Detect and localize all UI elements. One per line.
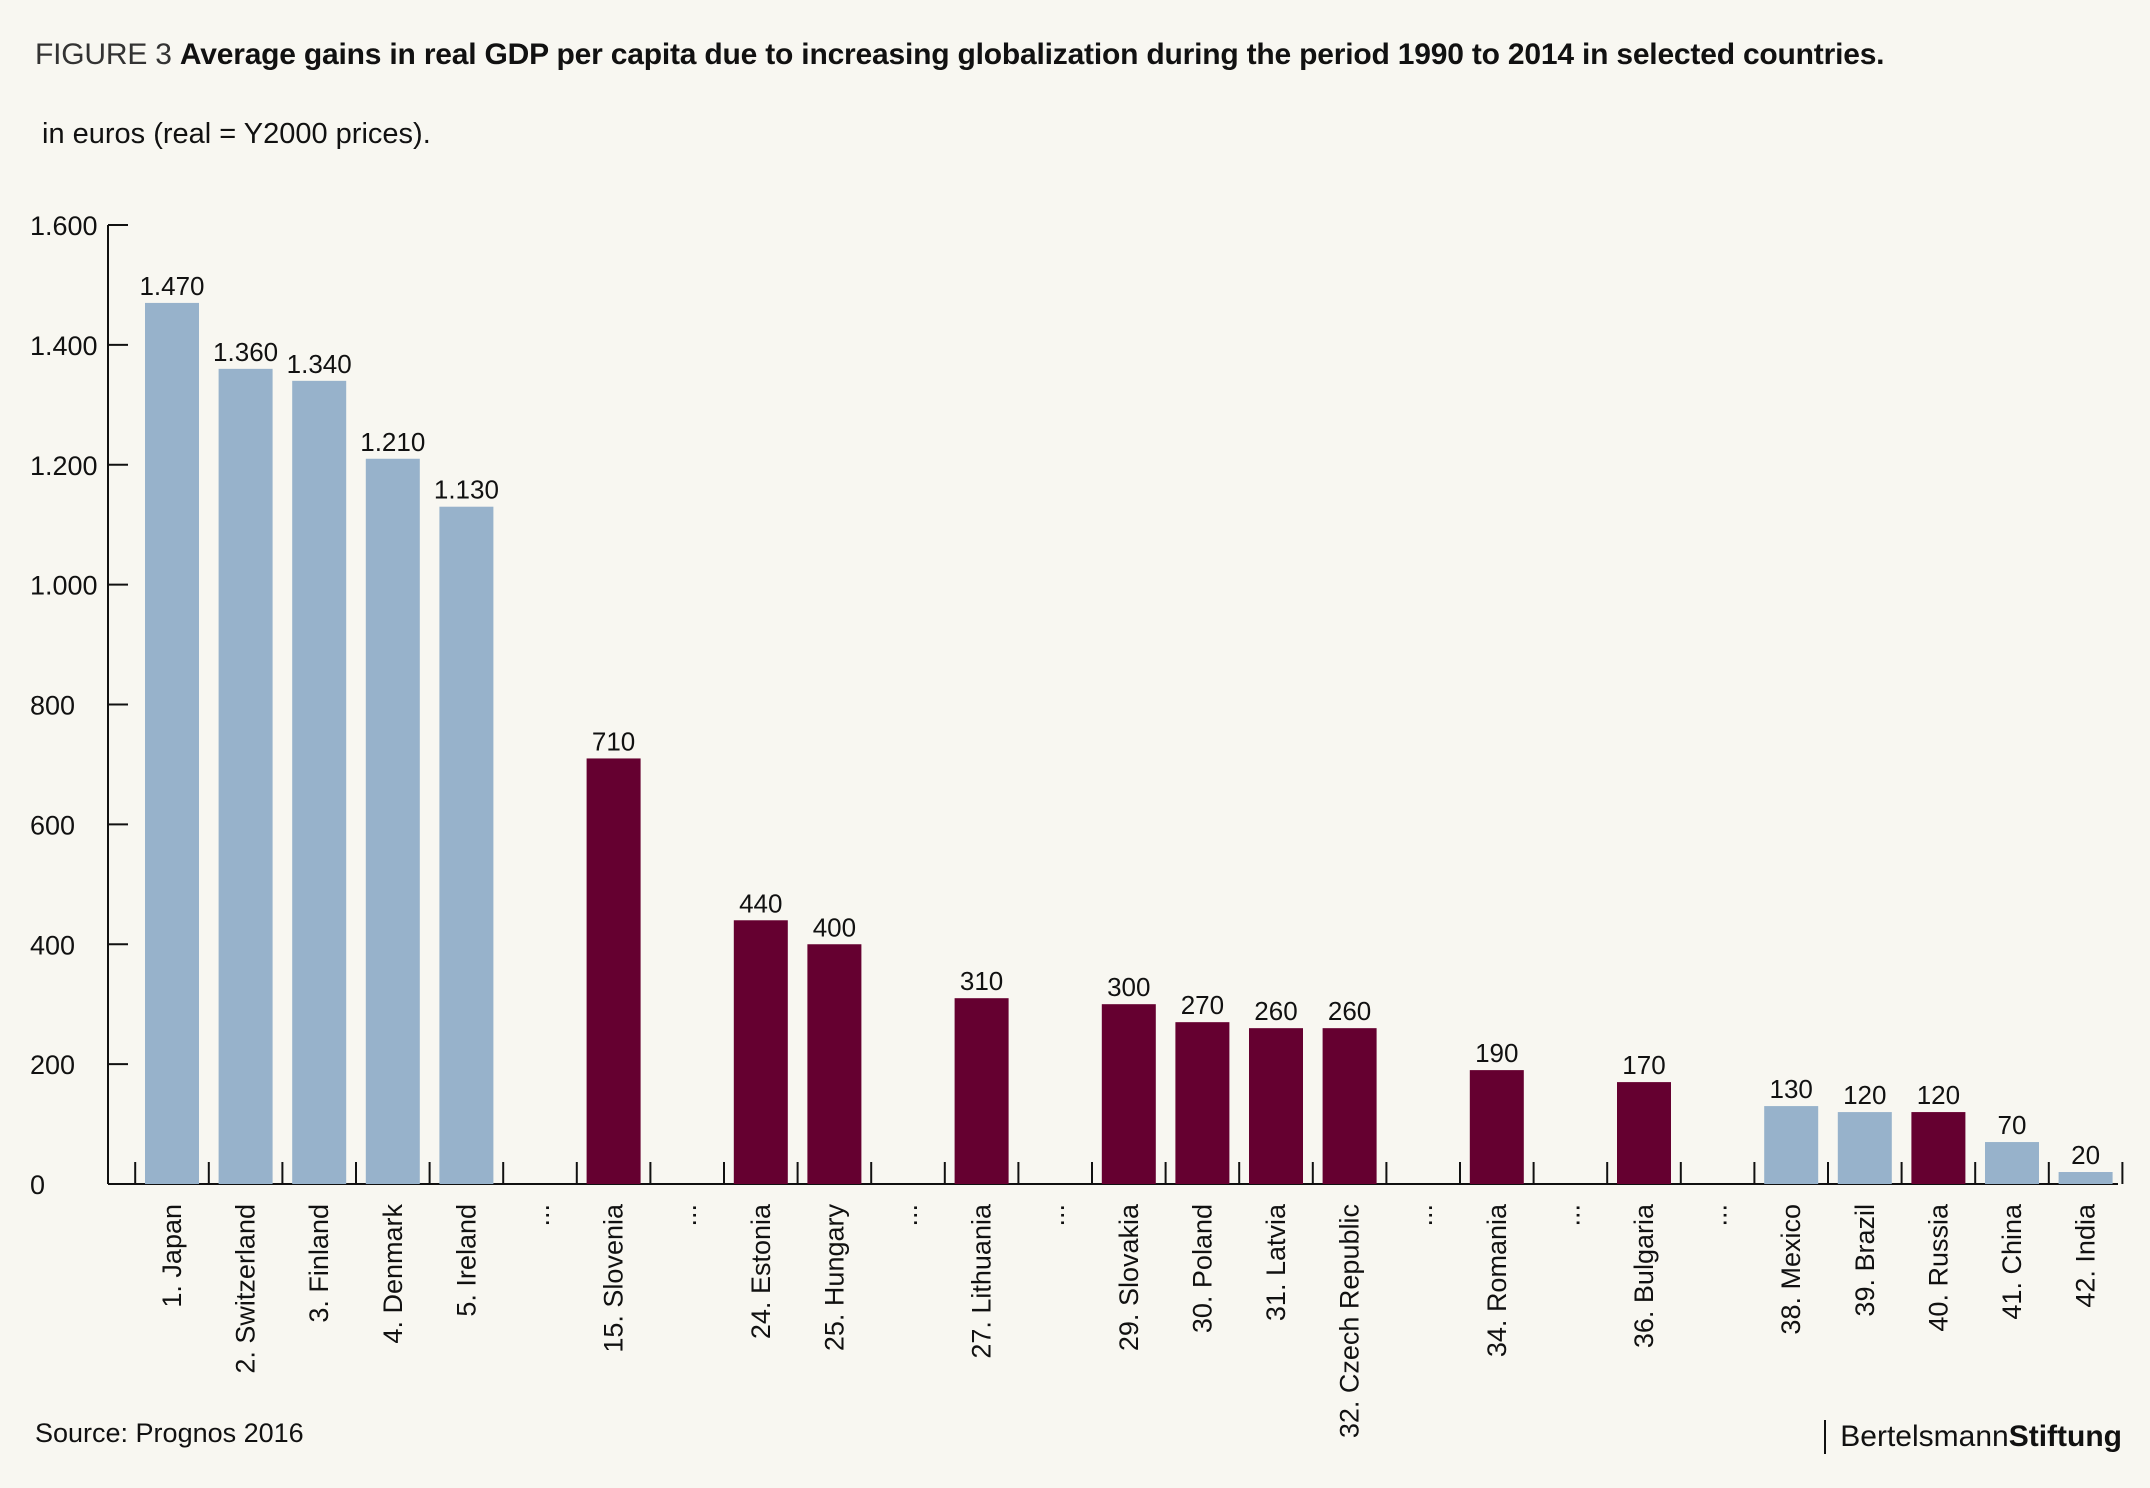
y-tick-label: 0 [30,1170,45,1200]
figure-label: FIGURE 3 [35,38,172,71]
bar [439,506,494,1184]
data-label: 270 [1181,990,1224,1020]
y-tick-label: 1.000 [30,571,98,601]
bar [145,302,199,1184]
y-tick-label: 1.400 [30,331,98,361]
bar [1101,1004,1156,1184]
y-tick-label: 800 [30,691,75,721]
bar [1617,1082,1671,1184]
bar [1911,1112,1966,1184]
y-tick-label: 1.200 [30,451,98,481]
data-label: 400 [813,912,856,942]
bar [218,368,273,1185]
x-tick-label: 25. Hungary [819,1204,849,1352]
data-label: 120 [1843,1080,1886,1110]
data-label: 130 [1770,1074,1813,1104]
bar [2058,1172,2113,1184]
x-tick-label: ... [525,1204,555,1227]
x-tick-label: 1. Japan [157,1204,187,1308]
bar [1985,1142,2039,1184]
logo-text-part1: Bertelsmann [1840,1420,2009,1453]
data-label: 190 [1475,1038,1518,1068]
x-tick-label: 31. Latvia [1261,1203,1291,1321]
data-label: 1.360 [213,337,278,367]
bar [365,458,420,1185]
y-tick-label: 400 [30,930,75,960]
bar [292,380,347,1184]
x-tick-label: 36. Bulgaria [1629,1203,1659,1348]
y-tick-label: 200 [30,1050,75,1080]
chart-title: FIGURE 3 Average gains in real GDP per c… [35,38,1885,72]
logo-text-part2: Stiftung [2008,1420,2122,1453]
x-tick-label: 38. Mexico [1776,1204,1806,1335]
data-label: 260 [1328,996,1371,1026]
x-tick-label: 3. Finland [304,1204,334,1323]
bar [1322,1028,1377,1184]
data-label: 710 [592,726,635,756]
x-tick-label: ... [1040,1204,1070,1227]
x-tick-label: ... [1555,1204,1585,1227]
x-tick-label: 2. Switzerland [231,1204,261,1374]
x-tick-label: 41. China [1997,1203,2027,1320]
x-tick-label: ... [1703,1204,1733,1227]
x-tick-label: 24. Estonia [746,1203,776,1339]
y-tick-label: 1.600 [30,211,98,241]
data-label: 1.210 [360,427,425,457]
data-label: 120 [1917,1080,1960,1110]
data-label: 20 [2071,1140,2100,1170]
data-label: 440 [739,888,782,918]
x-tick-label: 34. Romania [1482,1203,1512,1357]
data-label: 70 [1998,1110,2027,1140]
bar [1469,1070,1524,1184]
bar [807,944,862,1184]
x-tick-label: ... [893,1204,923,1227]
data-label: 300 [1107,972,1150,1002]
bar [1837,1112,1892,1184]
bar [1175,1022,1230,1184]
chart-subtitle: in euros (real = Y2000 prices). [42,118,431,150]
x-tick-label: ... [672,1204,702,1227]
x-tick-label: ... [1408,1204,1438,1227]
bar [1249,1028,1303,1184]
x-tick-label: 42. India [2071,1203,2101,1308]
bar [954,998,1009,1184]
x-tick-label: 4. Denmark [378,1204,408,1344]
x-tick-label: 15. Slovenia [599,1203,629,1353]
x-tick-label: 39. Brazil [1850,1204,1880,1317]
x-tick-label: 29. Slovakia [1114,1203,1144,1351]
data-label: 310 [960,966,1003,996]
figure-title: Average gains in real GDP per capita due… [179,38,1885,71]
x-tick-label: 5. Ireland [451,1204,481,1317]
data-label: 1.340 [287,349,352,379]
data-label: 260 [1254,996,1297,1026]
x-tick-label: 32. Czech Republic [1335,1204,1365,1438]
bertelsmann-logo: BertelsmannStiftung [1824,1420,2122,1454]
bar [1764,1106,1819,1184]
data-label: 1.130 [434,475,499,505]
bar [733,920,788,1184]
x-tick-label: 40. Russia [1923,1203,1953,1332]
bar [586,758,641,1184]
x-tick-label: 27. Lithuania [967,1203,997,1359]
data-label: 170 [1622,1050,1665,1080]
x-tick-label: 30. Poland [1187,1204,1217,1333]
data-label: 1.470 [139,271,204,301]
y-tick-label: 600 [30,810,75,840]
source-note: Source: Prognos 2016 [35,1418,304,1448]
